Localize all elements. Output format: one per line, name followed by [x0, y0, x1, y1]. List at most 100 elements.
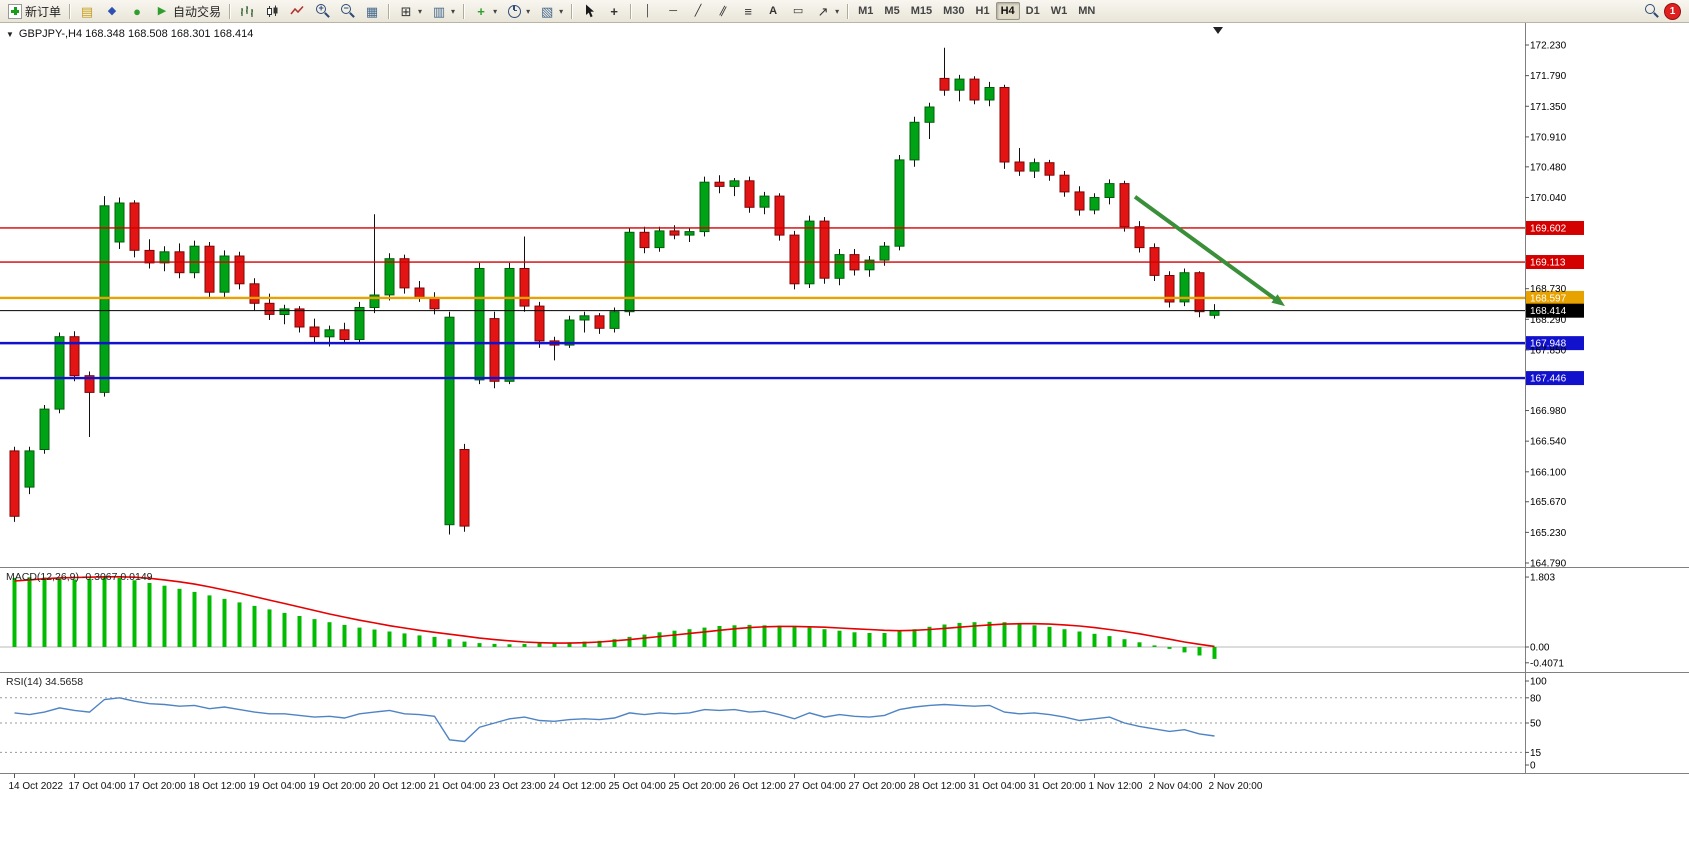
- svg-text:0.00: 0.00: [1530, 643, 1550, 654]
- chart-collapse-icon[interactable]: ▼: [6, 29, 14, 39]
- svg-text:17 Oct 20:00: 17 Oct 20:00: [129, 781, 187, 792]
- svg-text:169.602: 169.602: [1530, 223, 1567, 234]
- svg-text:26 Oct 12:00: 26 Oct 12:00: [729, 781, 787, 792]
- svg-text:167.850: 167.850: [1530, 345, 1567, 356]
- svg-text:168.414: 168.414: [1530, 306, 1567, 317]
- line-chart-icon: [289, 3, 305, 19]
- timeframe-m30-button[interactable]: M30: [938, 2, 969, 20]
- channel-button[interactable]: ∥: [711, 2, 735, 21]
- svg-text:170.910: 170.910: [1530, 132, 1567, 143]
- svg-text:17 Oct 04:00: 17 Oct 04:00: [69, 781, 127, 792]
- svg-text:-0.4071: -0.4071: [1530, 658, 1564, 669]
- panel-borders: [0, 23, 1689, 774]
- toolbar-separator: [69, 3, 72, 19]
- tile-windows-button[interactable]: ▦: [360, 2, 384, 21]
- svg-text:20 Oct 12:00: 20 Oct 12:00: [369, 781, 427, 792]
- svg-text:28 Oct 12:00: 28 Oct 12:00: [909, 781, 967, 792]
- periods-button[interactable]: ▾: [502, 2, 534, 21]
- svg-text:27 Oct 20:00: 27 Oct 20:00: [849, 781, 907, 792]
- new-chart-icon: ⊞: [400, 3, 412, 19]
- svg-text:165.230: 165.230: [1530, 528, 1567, 539]
- candlestick-chart-button[interactable]: [260, 2, 284, 21]
- chevron-down-icon: ▾: [526, 6, 531, 16]
- notification-badge[interactable]: 1: [1664, 2, 1681, 20]
- trend-arrow-annotation[interactable]: [1133, 195, 1285, 307]
- svg-text:167.446: 167.446: [1530, 374, 1567, 385]
- timeframe-h1-button[interactable]: H1: [971, 2, 995, 20]
- svg-text:21 Oct 04:00: 21 Oct 04:00: [429, 781, 487, 792]
- text-label-button[interactable]: ▭: [786, 2, 810, 21]
- horizontal-lines-layer[interactable]: 169.602 169.113 168.597 168.414 167.948 167.4…: [0, 220, 1584, 386]
- new-order-button[interactable]: 新订单: [4, 2, 65, 21]
- svg-text:168.597: 168.597: [1530, 293, 1567, 304]
- templates-icon: ▧: [540, 3, 554, 19]
- fibonacci-icon: ≡: [744, 3, 752, 19]
- chart-shift-marker[interactable]: [1213, 27, 1223, 34]
- macd-panel: 1.803 0.00 -0.4071: [0, 573, 1564, 669]
- mql5-community-button[interactable]: ●: [125, 2, 149, 21]
- macd-header: MACD(12,26,9) -0.3067 0.0149: [6, 571, 153, 583]
- search-icon: [1643, 3, 1659, 19]
- cursor-icon: [581, 3, 597, 19]
- bar-chart-button[interactable]: [235, 2, 259, 21]
- svg-text:0: 0: [1530, 761, 1536, 772]
- autotrading-play-icon: ▶: [157, 4, 167, 17]
- svg-text:166.980: 166.980: [1530, 406, 1567, 417]
- timeframe-mn-button[interactable]: MN: [1073, 2, 1100, 20]
- svg-text:15: 15: [1530, 748, 1542, 759]
- search-button[interactable]: [1639, 2, 1663, 21]
- svg-text:19 Oct 20:00: 19 Oct 20:00: [309, 781, 367, 792]
- svg-text:1 Nov 12:00: 1 Nov 12:00: [1089, 781, 1143, 792]
- svg-text:170.480: 170.480: [1530, 162, 1567, 173]
- arrows-tool-button[interactable]: ↗ ▾: [811, 2, 843, 21]
- toolbar-separator: [847, 3, 850, 19]
- timeframe-m1-button[interactable]: M1: [853, 2, 878, 20]
- svg-text:168.290: 168.290: [1530, 315, 1567, 326]
- toolbar-separator: [463, 3, 466, 19]
- trend-line-icon: ╱: [694, 4, 702, 17]
- time-axis: 14 Oct 2022 17 Oct 04:00 17 Oct 20:00 18 Oc…: [9, 773, 1263, 792]
- profiles-button[interactable]: ▥ ▾: [427, 2, 459, 21]
- svg-text:27 Oct 04:00: 27 Oct 04:00: [789, 781, 847, 792]
- chevron-down-icon: ▾: [418, 6, 423, 16]
- svg-text:14 Oct 2022: 14 Oct 2022: [9, 781, 64, 792]
- timeframe-m5-button[interactable]: M5: [879, 2, 904, 20]
- crosshair-button[interactable]: +: [602, 2, 626, 21]
- toolbar-separator: [571, 3, 574, 19]
- rsi-panel: 100 80 50 15 0: [0, 677, 1547, 772]
- depth-of-market-button[interactable]: ▤: [75, 2, 99, 21]
- candles-layer: [9, 47, 1220, 535]
- svg-text:168.730: 168.730: [1530, 284, 1567, 295]
- zoom-in-button[interactable]: +: [310, 2, 334, 21]
- depth-of-market-icon: ▤: [80, 3, 94, 19]
- zoom-out-button[interactable]: −: [335, 2, 359, 21]
- svg-text:164.790: 164.790: [1530, 559, 1567, 570]
- line-chart-button[interactable]: [285, 2, 309, 21]
- timeframe-m15-button[interactable]: M15: [906, 2, 937, 20]
- new-chart-button[interactable]: ⊞ ▾: [394, 2, 426, 21]
- horizontal-line-button[interactable]: ─: [661, 2, 685, 21]
- timeframe-d1-button[interactable]: D1: [1021, 2, 1045, 20]
- metaeditor-button[interactable]: ◆: [100, 2, 124, 21]
- clock-icon: [507, 4, 521, 18]
- svg-text:18 Oct 12:00: 18 Oct 12:00: [189, 781, 247, 792]
- trend-line-button[interactable]: ╱: [686, 2, 710, 21]
- timeframe-h4-button[interactable]: H4: [995, 2, 1020, 20]
- autotrading-button[interactable]: ▶ 自动交易: [150, 2, 225, 21]
- templates-button[interactable]: ▧ ▾: [535, 2, 567, 21]
- cursor-button[interactable]: [577, 2, 601, 21]
- new-order-label: 新订单: [25, 4, 62, 19]
- vertical-line-button[interactable]: │: [636, 2, 660, 21]
- text-tool-button[interactable]: A: [761, 2, 785, 21]
- svg-text:31 Oct 20:00: 31 Oct 20:00: [1029, 781, 1087, 792]
- indicators-button[interactable]: + ▾: [469, 2, 501, 21]
- zoom-out-icon: −: [339, 3, 355, 19]
- svg-text:2 Nov 20:00: 2 Nov 20:00: [1209, 781, 1263, 792]
- toolbar-separator: [388, 3, 391, 19]
- chart-symbol-header[interactable]: ▼ GBPJPY-,H4 168.348 168.508 168.301 168…: [6, 28, 253, 40]
- fibonacci-button[interactable]: ≡: [736, 2, 760, 21]
- bar-chart-icon: [239, 3, 255, 19]
- svg-text:165.670: 165.670: [1530, 497, 1567, 508]
- timeframe-w1-button[interactable]: W1: [1046, 2, 1073, 20]
